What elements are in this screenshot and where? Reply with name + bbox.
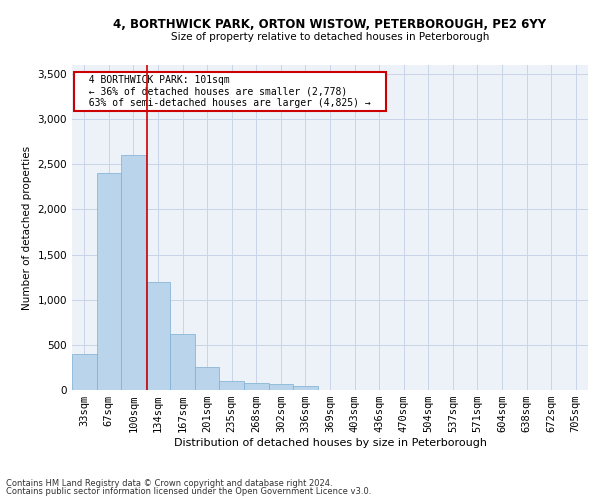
Text: 4, BORTHWICK PARK, ORTON WISTOW, PETERBOROUGH, PE2 6YY: 4, BORTHWICK PARK, ORTON WISTOW, PETERBO… (113, 18, 547, 30)
Bar (121, 156, 146, 390)
Bar (146, 282, 170, 390)
Y-axis label: Number of detached properties: Number of detached properties (22, 146, 32, 310)
Bar (220, 380, 244, 390)
Text: Contains public sector information licensed under the Open Government Licence v3: Contains public sector information licen… (6, 487, 371, 496)
Bar (195, 367, 220, 390)
Bar (72, 354, 97, 390)
Bar (170, 334, 195, 390)
Text: Contains HM Land Registry data © Crown copyright and database right 2024.: Contains HM Land Registry data © Crown c… (6, 478, 332, 488)
Text: 4 BORTHWICK PARK: 101sqm  
  ← 36% of detached houses are smaller (2,778)  
  63: 4 BORTHWICK PARK: 101sqm ← 36% of detach… (77, 74, 383, 108)
X-axis label: Distribution of detached houses by size in Peterborough: Distribution of detached houses by size … (173, 438, 487, 448)
Bar (293, 386, 318, 390)
Bar (244, 383, 269, 390)
Bar (97, 174, 121, 390)
Text: Size of property relative to detached houses in Peterborough: Size of property relative to detached ho… (171, 32, 489, 42)
Bar (269, 384, 293, 390)
